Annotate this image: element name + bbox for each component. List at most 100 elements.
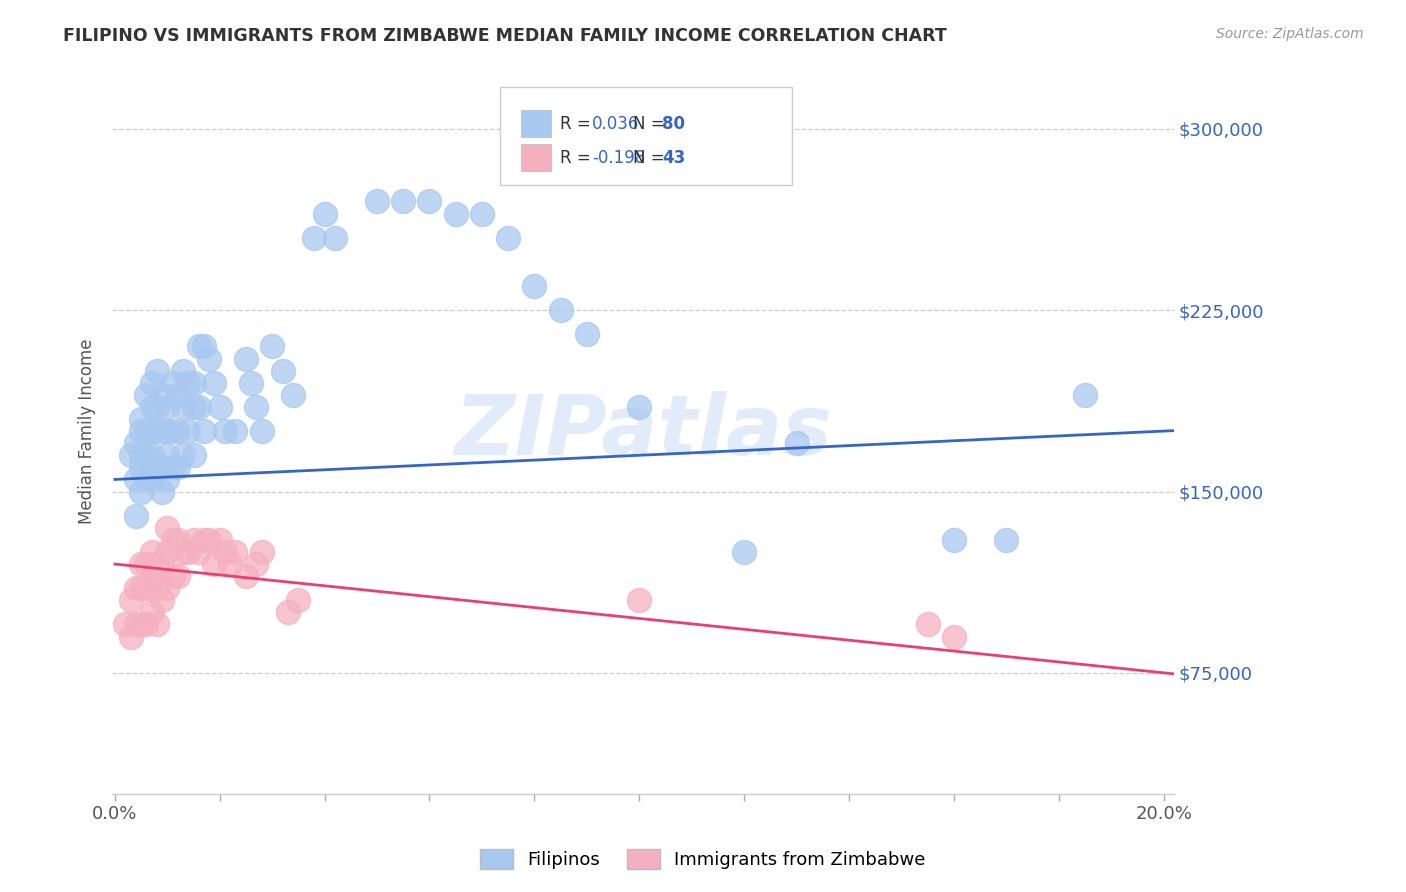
Point <box>245 400 267 414</box>
Point <box>204 376 226 390</box>
Point <box>135 617 157 632</box>
Point <box>214 545 236 559</box>
Point <box>141 400 163 414</box>
Point <box>166 533 188 547</box>
Point <box>172 545 194 559</box>
Point <box>271 364 294 378</box>
Point <box>250 424 273 438</box>
Point <box>129 448 152 462</box>
Point <box>146 424 169 438</box>
Point <box>156 521 179 535</box>
Text: N =: N = <box>633 149 669 167</box>
Point <box>219 557 242 571</box>
Point <box>942 630 965 644</box>
Point <box>208 533 231 547</box>
Point <box>146 364 169 378</box>
Text: R =: R = <box>561 149 596 167</box>
Point <box>204 557 226 571</box>
Point <box>150 388 173 402</box>
Point <box>193 424 215 438</box>
Point <box>166 388 188 402</box>
Point <box>125 472 148 486</box>
Point <box>172 448 194 462</box>
Point <box>162 424 184 438</box>
Point <box>187 400 209 414</box>
Point <box>156 545 179 559</box>
Point <box>120 630 142 644</box>
Point <box>172 364 194 378</box>
Point <box>183 400 205 414</box>
Point <box>628 593 651 607</box>
Point <box>120 448 142 462</box>
Point <box>187 545 209 559</box>
Point <box>135 557 157 571</box>
Point <box>166 569 188 583</box>
Point <box>135 472 157 486</box>
Point <box>366 194 388 209</box>
Point <box>302 231 325 245</box>
FancyBboxPatch shape <box>522 110 551 137</box>
Legend: Filipinos, Immigrants from Zimbabwe: Filipinos, Immigrants from Zimbabwe <box>471 839 935 879</box>
Point <box>129 424 152 438</box>
Point <box>125 508 148 523</box>
Text: 0.036: 0.036 <box>592 115 640 133</box>
Point <box>733 545 755 559</box>
Point <box>262 339 284 353</box>
Point <box>177 376 200 390</box>
Point <box>156 581 179 595</box>
Text: ZIPatlas: ZIPatlas <box>454 391 832 472</box>
Point <box>323 231 346 245</box>
Point <box>187 339 209 353</box>
Point <box>392 194 415 209</box>
Point <box>942 533 965 547</box>
Point <box>208 400 231 414</box>
Point <box>146 460 169 475</box>
Point <box>995 533 1018 547</box>
Point <box>287 593 309 607</box>
Point <box>135 581 157 595</box>
Point <box>250 545 273 559</box>
Point <box>550 303 572 318</box>
Text: FILIPINO VS IMMIGRANTS FROM ZIMBABWE MEDIAN FAMILY INCOME CORRELATION CHART: FILIPINO VS IMMIGRANTS FROM ZIMBABWE MED… <box>63 27 948 45</box>
Point <box>786 436 808 450</box>
Point <box>150 593 173 607</box>
Point <box>214 424 236 438</box>
Point <box>283 388 305 402</box>
Point <box>114 617 136 632</box>
Point <box>129 412 152 426</box>
Point <box>314 206 336 220</box>
Point <box>141 545 163 559</box>
Point <box>141 448 163 462</box>
Point <box>129 617 152 632</box>
Point <box>177 545 200 559</box>
Point <box>193 339 215 353</box>
Point <box>141 472 163 486</box>
Point <box>120 593 142 607</box>
Point <box>146 557 169 571</box>
Point <box>146 581 169 595</box>
Point <box>156 472 179 486</box>
Y-axis label: Median Family Income: Median Family Income <box>79 338 96 524</box>
Point <box>156 400 179 414</box>
Point <box>575 327 598 342</box>
Point <box>183 533 205 547</box>
Point <box>198 533 221 547</box>
Point <box>150 424 173 438</box>
Point <box>177 424 200 438</box>
Point <box>245 557 267 571</box>
Point <box>224 545 246 559</box>
Point <box>129 460 152 475</box>
Point <box>224 424 246 438</box>
Point <box>162 460 184 475</box>
Point <box>129 581 152 595</box>
Text: Source: ZipAtlas.com: Source: ZipAtlas.com <box>1216 27 1364 41</box>
Point <box>277 606 299 620</box>
Point <box>146 617 169 632</box>
Point <box>444 206 467 220</box>
Point <box>628 400 651 414</box>
Point <box>917 617 939 632</box>
Point <box>156 448 179 462</box>
Point <box>129 557 152 571</box>
Point <box>162 376 184 390</box>
Point <box>141 376 163 390</box>
